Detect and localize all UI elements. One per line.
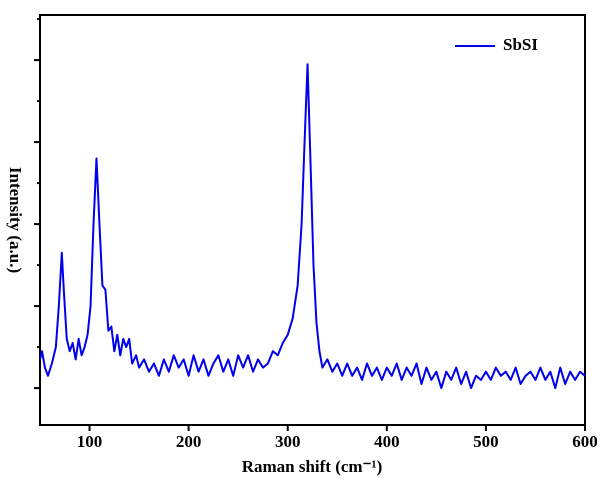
x-tick-label: 300 — [275, 432, 301, 451]
x-tick-label: 600 — [572, 432, 598, 451]
x-tick-label: 500 — [473, 432, 499, 451]
x-tick-label: 200 — [176, 432, 202, 451]
spectrum-line — [39, 63, 586, 390]
plot-frame — [39, 14, 586, 426]
legend-label: SbSI — [503, 35, 538, 54]
x-tick-label: 400 — [374, 432, 400, 451]
x-tick-label: 100 — [77, 432, 103, 451]
y-axis-label: Intensity (a.u.) — [6, 167, 25, 273]
x-axis-label: Raman shift (cm⁻¹) — [242, 457, 383, 476]
